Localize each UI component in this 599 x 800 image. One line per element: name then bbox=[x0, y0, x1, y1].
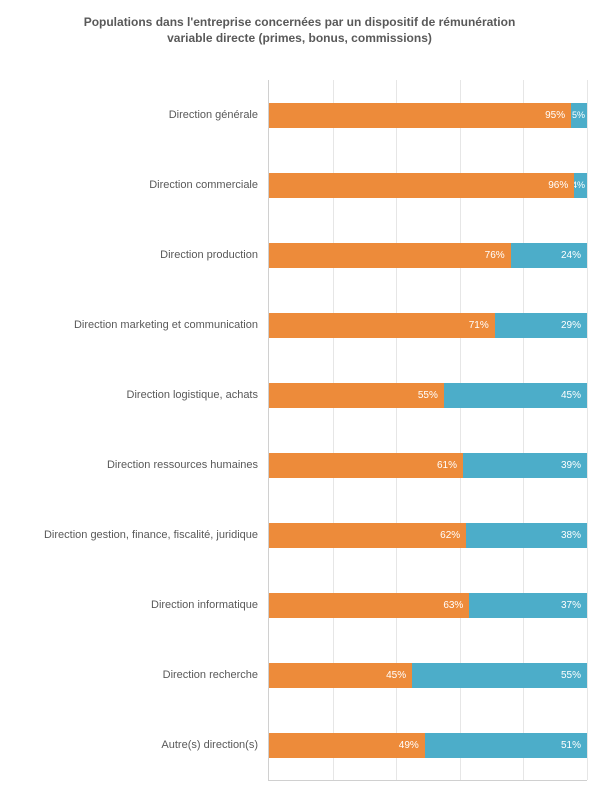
bar-row: 95%5% bbox=[269, 80, 587, 150]
plot-area: Direction générale Direction commerciale… bbox=[12, 80, 587, 781]
bar-segment: 45% bbox=[269, 663, 412, 688]
bar-row: 63%37% bbox=[269, 570, 587, 640]
bar-segment: 38% bbox=[466, 523, 587, 548]
bar-track: 49%51% bbox=[269, 733, 587, 758]
bar-rows: 95%5%96%4%76%24%71%29%55%45%61%39%62%38%… bbox=[269, 80, 587, 780]
bar-segment: 96% bbox=[269, 173, 574, 198]
category-label: Direction marketing et communication bbox=[74, 319, 258, 332]
bar-segment: 62% bbox=[269, 523, 466, 548]
category-label: Direction commerciale bbox=[149, 179, 258, 192]
bar-row: 96%4% bbox=[269, 150, 587, 220]
bar-row: 61%39% bbox=[269, 430, 587, 500]
bar-segment: 39% bbox=[463, 453, 587, 478]
category-label: Direction générale bbox=[169, 109, 258, 122]
bar-segment: 29% bbox=[495, 313, 587, 338]
bar-segment: 51% bbox=[425, 733, 587, 758]
bar-segment: 76% bbox=[269, 243, 511, 268]
bar-segment: 49% bbox=[269, 733, 425, 758]
bar-row: 71%29% bbox=[269, 290, 587, 360]
bar-track: 71%29% bbox=[269, 313, 587, 338]
bar-track: 96%4% bbox=[269, 173, 587, 198]
bar-track: 55%45% bbox=[269, 383, 587, 408]
category-label: Direction logistique, achats bbox=[127, 389, 258, 402]
category-label: Autre(s) direction(s) bbox=[161, 739, 258, 752]
bar-segment: 55% bbox=[269, 383, 444, 408]
bar-row: 55%45% bbox=[269, 360, 587, 430]
chart-title: Populations dans l'entreprise concernées… bbox=[80, 14, 520, 46]
y-axis-labels: Direction générale Direction commerciale… bbox=[12, 80, 268, 781]
bar-track: 61%39% bbox=[269, 453, 587, 478]
bar-row: 76%24% bbox=[269, 220, 587, 290]
bar-segment: 95% bbox=[269, 103, 571, 128]
bar-segment: 24% bbox=[511, 243, 587, 268]
bar-segment: 4% bbox=[574, 173, 587, 198]
category-label: Direction gestion, finance, fiscalité, j… bbox=[44, 529, 258, 542]
bar-track: 45%55% bbox=[269, 663, 587, 688]
bar-segment: 55% bbox=[412, 663, 587, 688]
category-label: Direction ressources humaines bbox=[107, 459, 258, 472]
category-label: Direction informatique bbox=[151, 599, 258, 612]
bar-track: 63%37% bbox=[269, 593, 587, 618]
bar-row: 62%38% bbox=[269, 500, 587, 570]
bar-segment: 61% bbox=[269, 453, 463, 478]
bar-row: 49%51% bbox=[269, 710, 587, 780]
bar-track: 62%38% bbox=[269, 523, 587, 548]
bar-track: 95%5% bbox=[269, 103, 587, 128]
bar-segment: 71% bbox=[269, 313, 495, 338]
category-label: Direction production bbox=[160, 249, 258, 262]
category-label: Direction recherche bbox=[163, 669, 258, 682]
bars-area: 95%5%96%4%76%24%71%29%55%45%61%39%62%38%… bbox=[268, 80, 587, 781]
bar-segment: 63% bbox=[269, 593, 469, 618]
bar-segment: 45% bbox=[444, 383, 587, 408]
bar-row: 45%55% bbox=[269, 640, 587, 710]
bar-segment: 5% bbox=[571, 103, 587, 128]
bar-segment: 37% bbox=[469, 593, 587, 618]
bar-track: 76%24% bbox=[269, 243, 587, 268]
chart-container: Populations dans l'entreprise concernées… bbox=[0, 0, 599, 800]
